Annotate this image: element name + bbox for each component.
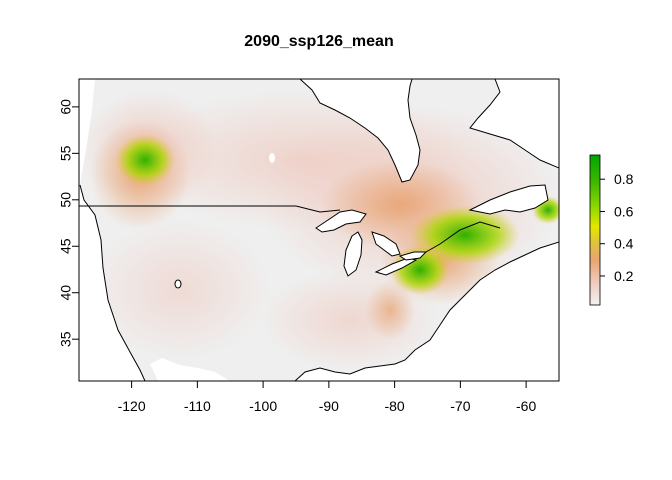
y-tick-label: 35 xyxy=(58,331,74,347)
y-tick-label: 60 xyxy=(58,99,74,115)
x-tick-label: -80 xyxy=(384,398,404,414)
band-appalachia xyxy=(365,280,415,340)
lake-erie xyxy=(374,257,418,276)
colorbar-tick-label: 0.8 xyxy=(614,171,634,187)
colorbar-tick-label: 0.6 xyxy=(614,203,634,219)
pacific-ocean xyxy=(79,79,145,381)
map-panel xyxy=(79,79,559,381)
hudson-bay xyxy=(299,79,421,183)
lake-winnipeg xyxy=(269,153,275,163)
x-axis: -120 -110 -100 -90 -80 -70 -60 xyxy=(118,381,536,414)
lake-michigan xyxy=(343,231,363,277)
border-east xyxy=(295,205,501,253)
haze-southwest xyxy=(90,220,270,360)
x-tick-label: -90 xyxy=(319,398,339,414)
colorbar: 0.2 0.4 0.6 0.8 xyxy=(589,154,634,306)
y-axis: 35 40 45 50 55 60 xyxy=(58,99,79,347)
pacific-coastline xyxy=(79,184,146,381)
y-tick-label: 55 xyxy=(58,145,74,161)
x-tick-label: -100 xyxy=(249,398,277,414)
gulf-of-mexico xyxy=(150,358,230,381)
core-rockies xyxy=(115,134,175,186)
y-tick-label: 45 xyxy=(58,238,74,254)
plot-frame xyxy=(78,78,560,382)
lake-superior xyxy=(315,209,367,233)
colorbar-ticks: 0.2 0.4 0.6 0.8 xyxy=(600,171,634,284)
y-tick-label: 50 xyxy=(58,192,74,208)
y-tick-label: 40 xyxy=(58,285,74,301)
x-tick-label: -60 xyxy=(516,398,536,414)
x-tick-label: -70 xyxy=(450,398,470,414)
x-tick-label: -120 xyxy=(118,398,146,414)
colorbar-tick-label: 0.4 xyxy=(614,236,634,252)
map-title: 2090_ssp126_mean xyxy=(244,33,393,50)
colorbar-gradient xyxy=(589,154,601,306)
gulf-st-lawrence xyxy=(468,184,549,215)
gulf-coast xyxy=(294,241,559,381)
lake-ontario xyxy=(398,251,428,261)
great-salt-lake xyxy=(174,279,182,289)
lake-huron xyxy=(371,231,401,257)
atlantic-north xyxy=(469,79,559,169)
x-tick-label: -110 xyxy=(184,398,211,414)
colorbar-tick-label: 0.2 xyxy=(614,268,634,284)
